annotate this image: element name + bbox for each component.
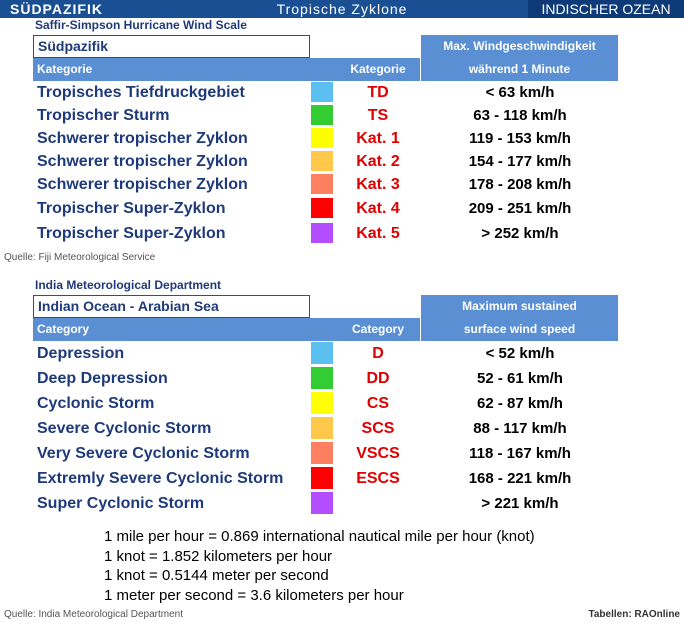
row-name: Tropisches Tiefdruckgebiet [37, 84, 245, 101]
banner-left: SÜDPAZIFIK [10, 0, 210, 18]
note-line: 1 meter per second = 3.6 kilometers per … [104, 586, 404, 604]
col3-label: Maximum sustained [462, 299, 577, 313]
swatch [311, 105, 333, 125]
col1-label: Kategorie [37, 62, 93, 76]
row-speed: 52 - 61 km/h [477, 370, 563, 387]
swatch [311, 492, 333, 514]
banner-right: INDISCHER OZEAN [528, 0, 684, 18]
row-code: CS [366, 395, 390, 412]
header-row [33, 318, 420, 341]
col2-label: Category [351, 322, 404, 336]
source: Quelle: Fiji Meteorological Service [4, 252, 156, 263]
row-speed: < 52 km/h [485, 345, 555, 362]
col3-label: Max. Windgeschwindigkeit [443, 39, 596, 53]
row-speed: 62 - 87 km/h [477, 395, 563, 412]
scale-title: India Meteorological Department [35, 278, 222, 292]
row-code: DD [366, 370, 390, 387]
col2-label: Kategorie [350, 62, 406, 76]
swatch [311, 392, 333, 414]
row-code: Kat. 4 [356, 200, 400, 217]
row-name: Depression [37, 345, 125, 362]
swatch [311, 151, 333, 171]
note-line: 1 knot = 0.5144 meter per second [104, 567, 329, 584]
row-code: Kat. 5 [356, 225, 400, 242]
region-box: Indian Ocean - Arabian Sea [33, 295, 310, 318]
row-code: TS [367, 107, 389, 124]
col3-box [421, 35, 618, 81]
region-box: Südpazifik [33, 35, 310, 58]
row-speed: < 63 km/h [485, 84, 555, 101]
swatch [311, 82, 333, 102]
row-code: Kat. 3 [356, 176, 400, 193]
source: Quelle: India Meteorological Department [4, 609, 183, 620]
swatch [311, 367, 333, 389]
row-code: D [372, 345, 384, 362]
row-speed: > 221 km/h [481, 495, 559, 512]
swatch [311, 442, 333, 464]
row-name: Very Severe Cyclonic Storm [37, 445, 250, 462]
row-name: Tropischer Sturm [37, 107, 170, 124]
row-speed: 178 - 208 km/h [468, 176, 572, 193]
row-speed: 168 - 221 km/h [468, 470, 572, 487]
row-name: Cyclonic Storm [37, 395, 155, 412]
col3-box [421, 295, 618, 341]
row-name: Schwerer tropischer Zyklon [37, 153, 248, 170]
swatch [311, 128, 333, 148]
note-line: 1 mile per hour = 0.869 international na… [104, 528, 535, 545]
row-code: SCS [361, 420, 395, 437]
row-name: Schwerer tropischer Zyklon [37, 130, 248, 147]
row-speed: 154 - 177 km/h [468, 153, 572, 170]
row-code: Kat. 2 [356, 153, 400, 170]
swatch [311, 223, 333, 243]
row-speed: 118 - 167 km/h [469, 445, 571, 462]
row-code: Kat. 1 [356, 130, 400, 147]
swatch [311, 174, 333, 194]
row-name: Super Cyclonic Storm [37, 495, 205, 512]
row-speed: 63 - 118 km/h [473, 107, 567, 124]
row-speed: 209 - 251 km/h [468, 200, 572, 217]
row-code: ESCS [356, 470, 400, 487]
row-speed: 119 - 153 km/h [469, 130, 571, 147]
row-name: Severe Cyclonic Storm [37, 420, 212, 437]
row-code: TD [367, 84, 389, 101]
banner-center: Tropische Zyklone [200, 0, 484, 18]
header-row [33, 58, 420, 81]
swatch [311, 342, 333, 364]
row-name: Schwerer tropischer Zyklon [37, 176, 248, 193]
swatch [311, 467, 333, 489]
row-name: Tropischer Super-Zyklon [37, 200, 226, 217]
note-line: 1 knot = 1.852 kilometers per hour [104, 547, 333, 565]
row-name: Deep Depression [37, 370, 168, 387]
row-name: Extremly Severe Cyclonic Storm [37, 470, 284, 487]
col1-label: Category [37, 322, 90, 336]
row-speed: 88 - 117 km/h [473, 420, 567, 437]
row-speed: > 252 km/h [481, 225, 559, 242]
swatch [311, 198, 333, 218]
row-code: VSCS [356, 445, 400, 462]
scale-title: Saffir-Simpson Hurricane Wind Scale [35, 18, 247, 32]
credit: Tabellen: RAOnline [588, 609, 681, 620]
col3-label: während 1 Minute [468, 62, 571, 76]
row-name: Tropischer Super-Zyklon [37, 225, 226, 242]
swatch [311, 417, 333, 439]
col3-label: surface wind speed [463, 322, 576, 336]
